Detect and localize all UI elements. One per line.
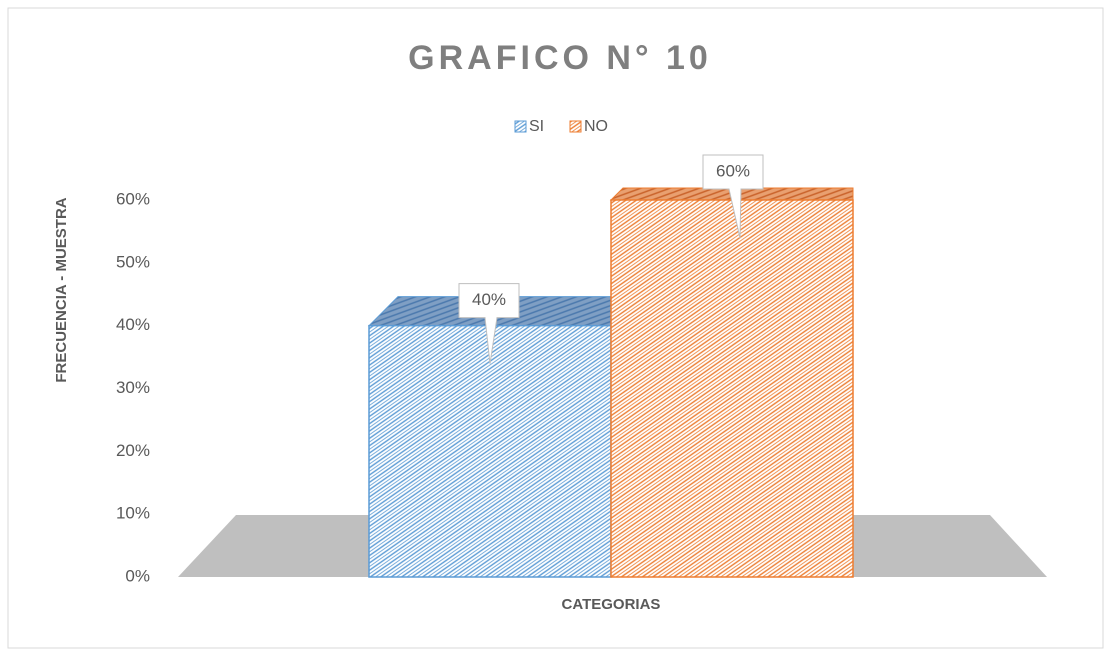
data-label: 60%: [716, 161, 750, 180]
bar: [610, 199, 854, 578]
legend-swatch: [569, 120, 582, 133]
legend-swatch: [514, 120, 527, 133]
legend-label: SI: [529, 118, 544, 135]
chart-title: GRAFICO N° 10: [408, 39, 712, 77]
data-label-box: [458, 283, 520, 364]
legend-label: NO: [584, 118, 608, 135]
y-axis-title: FRECUENCIA - MUESTRA: [53, 197, 70, 382]
data-label: 40%: [472, 290, 506, 309]
x-axis-title: CATEGORIAS: [562, 596, 661, 613]
y-tick-label: 20%: [116, 441, 150, 460]
data-label-box: [702, 154, 764, 239]
y-tick-label: 0%: [125, 566, 150, 585]
y-tick-label: 50%: [116, 252, 150, 271]
y-tick-label: 30%: [116, 378, 150, 397]
y-tick-label: 60%: [116, 189, 150, 208]
y-tick-label: 10%: [116, 504, 150, 523]
y-tick-label: 40%: [116, 315, 150, 334]
